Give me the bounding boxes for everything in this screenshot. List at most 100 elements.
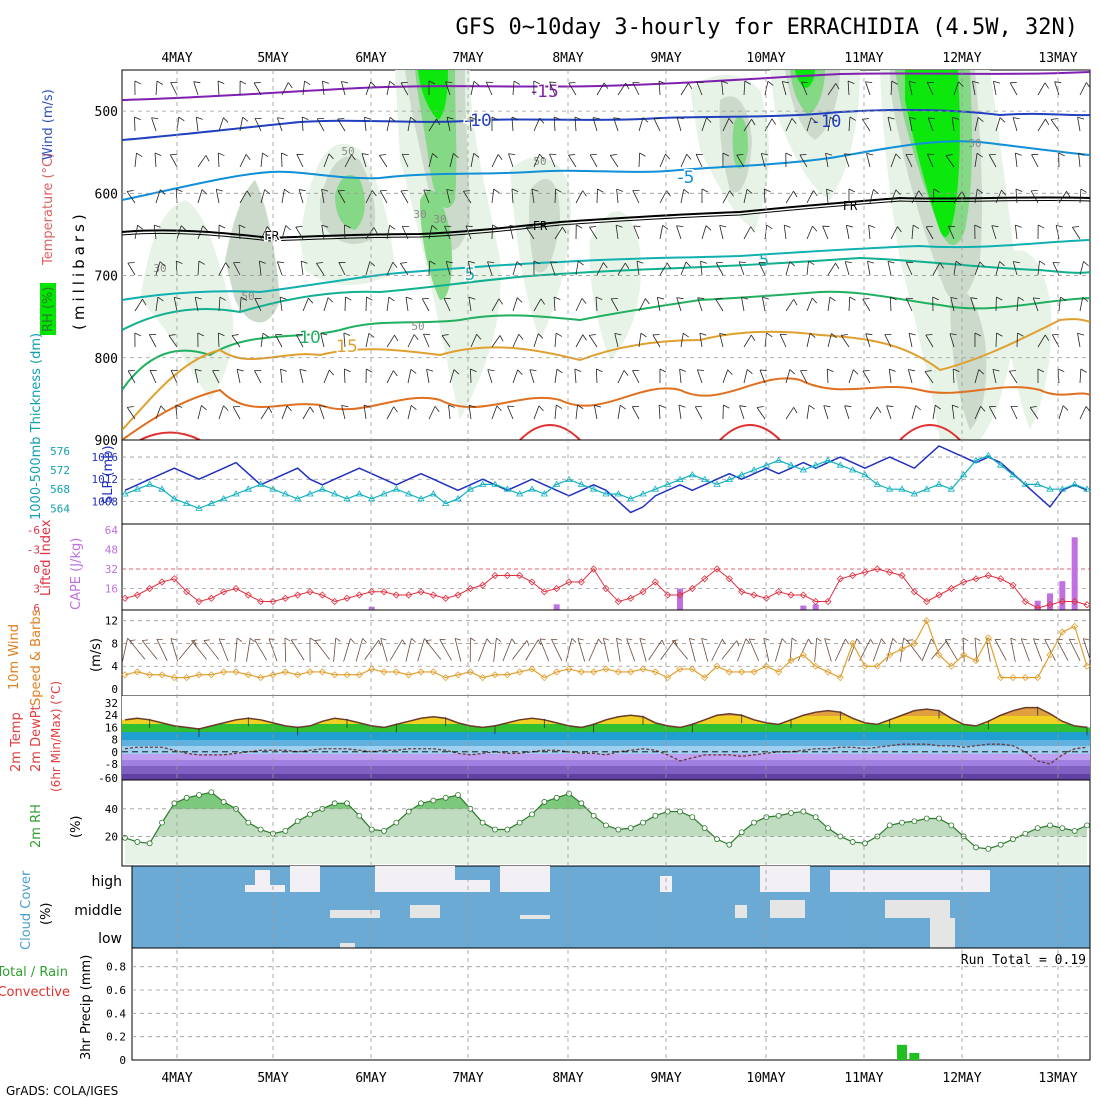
surface-barb <box>824 638 832 662</box>
surface-barb-staff <box>565 638 573 662</box>
barb-flag <box>242 116 249 122</box>
barb <box>653 117 661 132</box>
barb-flag <box>453 153 459 159</box>
thickness-point <box>774 456 783 463</box>
barb-staff <box>279 297 283 312</box>
barb <box>507 405 515 420</box>
wind10m-frame <box>121 609 1091 697</box>
barb-flag <box>829 296 836 302</box>
barb-staff <box>511 117 514 132</box>
barb-flag <box>676 297 684 300</box>
surface-barb <box>1020 638 1030 662</box>
barb-staff <box>195 117 199 132</box>
barb-flag <box>722 152 730 157</box>
barb-staff <box>301 117 304 132</box>
li-point <box>207 594 215 602</box>
li-point <box>368 588 376 596</box>
barb <box>632 190 640 204</box>
barb <box>343 332 351 348</box>
surface-barb-staff <box>944 639 958 661</box>
surface-barb <box>203 639 220 660</box>
barb-flag <box>168 334 176 336</box>
barb <box>400 82 409 96</box>
li-point <box>183 588 191 596</box>
barb-flag <box>1078 152 1085 156</box>
barb <box>512 80 520 96</box>
barb-flag <box>736 154 744 156</box>
thickness-point <box>121 490 129 497</box>
barb-flag <box>996 332 1003 337</box>
wind-speed-point <box>947 662 955 670</box>
surface-barb-flag <box>284 637 291 642</box>
barb-flag <box>823 405 831 408</box>
barb-flag <box>909 116 917 120</box>
temp-tick-24: 24 <box>105 709 119 722</box>
barb-staff <box>995 189 1002 204</box>
barb-staff <box>149 370 157 384</box>
thickness-point <box>713 480 721 487</box>
barb-staff <box>491 154 499 168</box>
barb-flag <box>1037 224 1045 229</box>
barb <box>694 406 703 420</box>
barb <box>575 190 587 204</box>
barb-flag <box>895 153 901 160</box>
barb-flag <box>465 225 473 227</box>
barb-flag <box>562 226 567 234</box>
li-tick-3: 3 <box>33 583 40 596</box>
barb <box>218 117 229 132</box>
barb-staff <box>596 262 604 276</box>
barb-flag <box>632 82 640 83</box>
barb-flag <box>716 262 723 264</box>
top-date-6MAY: 6MAY <box>355 51 386 66</box>
barb-flag <box>895 189 901 196</box>
barb-flag <box>225 262 230 269</box>
surface-barb <box>994 639 1007 661</box>
barb <box>806 297 817 312</box>
barb <box>743 369 753 384</box>
barb-flag <box>493 188 500 194</box>
surface-barb-flag <box>362 638 367 643</box>
cape-bar <box>1059 581 1066 610</box>
barb <box>428 80 436 96</box>
surface-barb <box>648 639 665 661</box>
barb <box>533 298 545 312</box>
surface-barb-staff <box>254 639 268 661</box>
rh-contour-label-3: 30 <box>413 208 426 221</box>
temp-line <box>124 706 1088 730</box>
rh-point <box>159 819 165 826</box>
barb-flag <box>741 296 749 300</box>
isotherms <box>122 71 1090 440</box>
barb <box>574 368 582 384</box>
barb <box>470 80 480 96</box>
barb-staff <box>638 117 644 132</box>
barb-staff <box>615 225 619 240</box>
cape-bar <box>1071 537 1078 610</box>
barb-staff <box>361 153 367 168</box>
barb-staff <box>295 334 304 348</box>
thickness-tick-564: 564 <box>50 502 70 515</box>
barb-staff <box>974 406 982 420</box>
barb-staff <box>568 154 577 168</box>
wind-speed-point <box>984 634 992 642</box>
barb-flag <box>296 154 304 155</box>
barb-staff <box>932 188 935 204</box>
barb-staff <box>407 369 412 384</box>
barb-staff <box>194 297 199 312</box>
barb <box>491 116 499 132</box>
barb-staff <box>316 263 325 276</box>
barb <box>848 296 856 312</box>
li-point <box>454 591 462 599</box>
barb-staff <box>549 153 556 168</box>
barb <box>995 261 1005 276</box>
barb-staff <box>1078 153 1081 168</box>
barb-flag <box>160 405 166 411</box>
rh-point <box>997 841 1004 848</box>
surface-barb-staff <box>985 638 991 662</box>
barb <box>845 224 853 240</box>
barb-flag <box>1080 368 1087 373</box>
barb-staff <box>281 405 288 420</box>
barb-staff <box>676 225 682 240</box>
barb-flag <box>393 370 398 377</box>
barb-flag <box>259 260 266 264</box>
surface-barb-flag <box>1083 638 1090 641</box>
